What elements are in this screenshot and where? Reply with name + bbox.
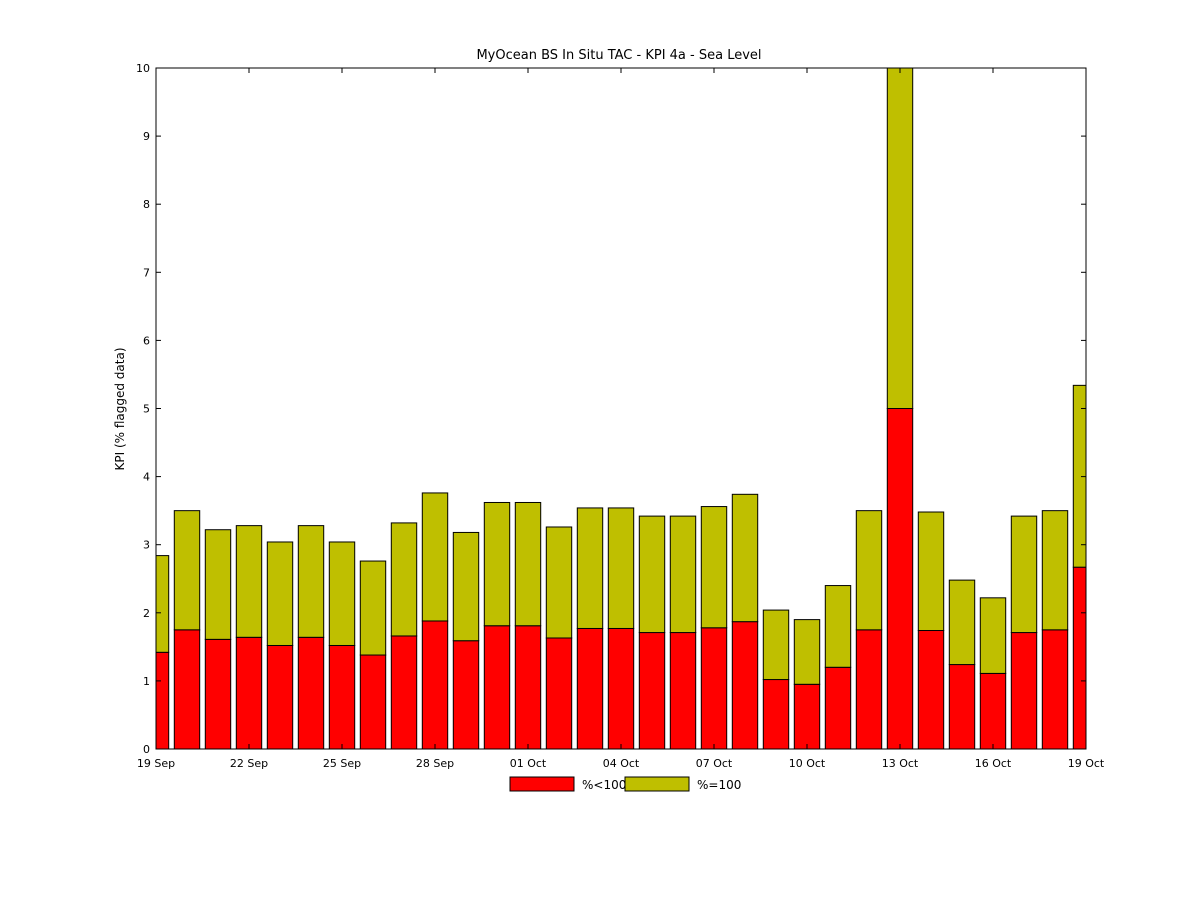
bar-full-13 xyxy=(545,526,573,639)
chart-title: MyOcean BS In Situ TAC - KPI 4a - Sea Le… xyxy=(476,48,761,63)
y-tick-label-8: 8 xyxy=(143,198,150,211)
y-tick-label-1: 1 xyxy=(143,675,150,688)
bar-partial-16 xyxy=(638,632,666,749)
bar-full-25 xyxy=(917,511,945,632)
x-tick-label-8: 13 Oct xyxy=(882,757,919,770)
y-tick-label-2: 2 xyxy=(143,607,150,620)
bar-full-27 xyxy=(979,597,1007,674)
y-tick-label-3: 3 xyxy=(143,539,150,552)
bar-partial-2 xyxy=(204,638,232,749)
bar-partial-29 xyxy=(1041,629,1069,749)
legend: %<100 %=100 xyxy=(509,776,741,792)
legend-label-1: %=100 xyxy=(697,778,741,792)
bar-full-18 xyxy=(700,506,728,629)
bar-partial-19 xyxy=(731,621,759,749)
bar-full-30 xyxy=(1072,384,1086,568)
y-axis-label: KPI (% flagged data) xyxy=(113,347,127,470)
bar-full-3 xyxy=(235,525,263,638)
bar-partial-24 xyxy=(886,408,914,749)
x-tick-label-6: 07 Oct xyxy=(696,757,733,770)
y-tick-label-10: 10 xyxy=(136,62,150,75)
y-tick-label-7: 7 xyxy=(143,266,150,279)
bar-full-29 xyxy=(1041,510,1069,631)
bar-full-6 xyxy=(328,541,356,646)
bar-partial-27 xyxy=(979,672,1007,749)
bar-partial-13 xyxy=(545,637,573,749)
bar-full-23 xyxy=(855,510,883,631)
x-tick-label-2: 25 Sep xyxy=(323,757,361,770)
bar-full-20 xyxy=(762,609,790,681)
legend-label-0: %<100 xyxy=(582,778,626,792)
bar-full-5 xyxy=(297,525,325,638)
x-tick-label-4: 01 Oct xyxy=(510,757,547,770)
bar-partial-1 xyxy=(173,629,201,749)
bar-full-16 xyxy=(638,515,666,634)
legend-swatch-0 xyxy=(509,776,575,792)
bar-full-9 xyxy=(421,492,449,622)
bar-full-2 xyxy=(204,529,232,640)
x-tick-label-0: 19 Sep xyxy=(137,757,175,770)
bar-full-24 xyxy=(886,68,914,409)
bar-full-22 xyxy=(824,585,852,668)
bar-partial-7 xyxy=(359,654,387,749)
bar-full-17 xyxy=(669,515,697,634)
bar-full-12 xyxy=(514,501,542,627)
bar-full-0 xyxy=(156,555,170,653)
x-tick-label-1: 22 Sep xyxy=(230,757,268,770)
bar-full-10 xyxy=(452,531,480,642)
bar-full-19 xyxy=(731,493,759,623)
bar-partial-20 xyxy=(762,679,790,749)
axes-group: 0 1 2 3 4 5 6 7 8 9 10 19 Sep 22 Sep 25 Sep 28 Sep 01 O… xyxy=(136,62,1105,770)
bar-partial-6 xyxy=(328,644,356,749)
y-tick-label-6: 6 xyxy=(143,334,150,347)
bar-partial-8 xyxy=(390,635,418,749)
bars-group xyxy=(156,68,1086,749)
x-tick-label-10: 19 Oct xyxy=(1068,757,1105,770)
bar-partial-26 xyxy=(948,664,976,749)
bar-full-11 xyxy=(483,501,511,627)
bar-full-26 xyxy=(948,579,976,666)
bar-partial-11 xyxy=(483,625,511,749)
bar-partial-28 xyxy=(1010,632,1038,749)
bar-partial-21 xyxy=(793,683,821,749)
bar-full-21 xyxy=(793,619,821,685)
bar-full-7 xyxy=(359,560,387,656)
bar-partial-5 xyxy=(297,636,325,749)
bar-full-8 xyxy=(390,522,418,637)
bar-full-28 xyxy=(1010,515,1038,634)
bar-full-1 xyxy=(173,510,201,631)
bar-partial-10 xyxy=(452,640,480,749)
bar-partial-4 xyxy=(266,644,294,749)
bar-partial-0 xyxy=(156,651,170,749)
bar-full-15 xyxy=(607,507,635,629)
bar-partial-22 xyxy=(824,666,852,749)
bar-partial-18 xyxy=(700,627,728,749)
bar-partial-25 xyxy=(917,630,945,749)
y-tick-label-0: 0 xyxy=(143,743,150,756)
bar-partial-23 xyxy=(855,629,883,749)
bar-partial-9 xyxy=(421,620,449,749)
bar-partial-15 xyxy=(607,627,635,749)
x-tick-label-9: 16 Oct xyxy=(975,757,1012,770)
x-tick-label-7: 10 Oct xyxy=(789,757,826,770)
bar-partial-17 xyxy=(669,632,697,749)
bar-full-14 xyxy=(576,507,604,629)
x-tick-label-5: 04 Oct xyxy=(603,757,640,770)
bar-partial-3 xyxy=(235,636,263,749)
bar-partial-14 xyxy=(576,627,604,749)
x-tick-label-3: 28 Sep xyxy=(416,757,454,770)
bar-partial-12 xyxy=(514,625,542,749)
legend-swatch-1 xyxy=(624,776,690,792)
bar-full-4 xyxy=(266,541,294,646)
y-tick-label-9: 9 xyxy=(143,130,150,143)
y-tick-label-5: 5 xyxy=(143,403,150,416)
y-tick-label-4: 4 xyxy=(143,471,150,484)
